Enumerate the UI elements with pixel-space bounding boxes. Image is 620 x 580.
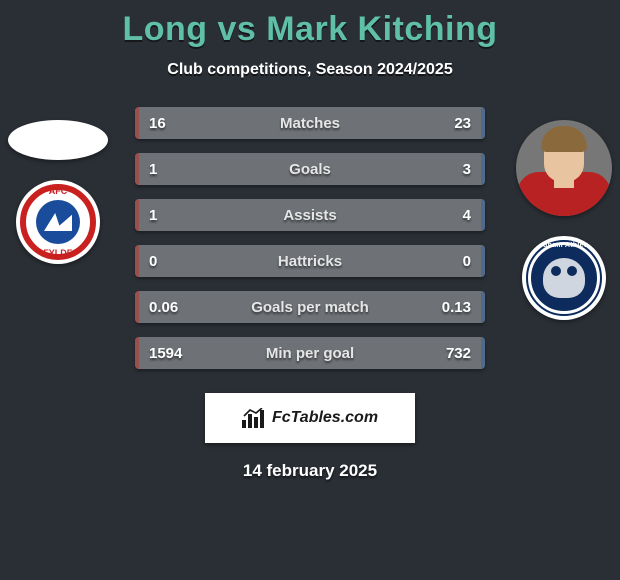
- stat-right-value: 0.13: [431, 299, 471, 316]
- date-label: 14 february 2025: [0, 461, 620, 481]
- bar-chart-icon: [242, 408, 266, 428]
- badge-fylde-text: FYLDE: [16, 248, 100, 258]
- badge-oldham-text: Oldham Athletic: [522, 242, 606, 249]
- stat-row: 0 Hattricks 0: [135, 245, 485, 277]
- comparison-card: Long vs Mark Kitching Club competitions,…: [0, 0, 620, 481]
- right-player-column: Oldham Athletic: [516, 120, 612, 320]
- stat-left-value: 1: [149, 207, 189, 224]
- right-club-badge: Oldham Athletic: [522, 236, 606, 320]
- fctables-label: FcTables.com: [272, 409, 378, 427]
- stat-left-value: 16: [149, 115, 189, 132]
- stat-left-value: 0.06: [149, 299, 189, 316]
- stat-left-value: 1: [149, 161, 189, 178]
- stat-right-value: 23: [431, 115, 471, 132]
- stat-right-value: 3: [431, 161, 471, 178]
- left-player-column: AFC FYLDE: [8, 120, 108, 264]
- fctables-watermark: FcTables.com: [205, 393, 415, 443]
- right-player-photo: [516, 120, 612, 216]
- stat-row: 0.06 Goals per match 0.13: [135, 291, 485, 323]
- left-player-photo-placeholder: [8, 120, 108, 160]
- left-club-badge: AFC FYLDE: [16, 180, 100, 264]
- stat-row: 1 Assists 4: [135, 199, 485, 231]
- stat-row: 16 Matches 23: [135, 107, 485, 139]
- stat-right-value: 732: [431, 345, 471, 362]
- badge-afc-text: AFC: [16, 186, 100, 196]
- stat-row: 1594 Min per goal 732: [135, 337, 485, 369]
- stat-left-value: 0: [149, 253, 189, 270]
- stat-left-value: 1594: [149, 345, 189, 362]
- subtitle: Club competitions, Season 2024/2025: [0, 61, 620, 79]
- stat-right-value: 4: [431, 207, 471, 224]
- page-title: Long vs Mark Kitching: [0, 10, 620, 49]
- stats-table: 16 Matches 23 1 Goals 3 1 Assists 4 0 Ha…: [135, 107, 485, 369]
- stat-right-value: 0: [431, 253, 471, 270]
- stat-row: 1 Goals 3: [135, 153, 485, 185]
